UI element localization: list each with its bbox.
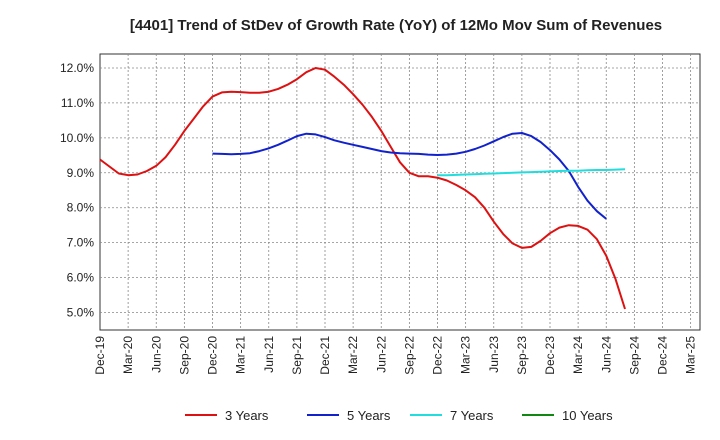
x-tick-label: Mar-22 [346, 336, 360, 374]
x-tick-label: Mar-20 [121, 336, 135, 374]
x-tick-label: Sep-22 [402, 336, 416, 375]
x-tick-label: Sep-20 [177, 336, 191, 375]
x-tick-label: Sep-24 [627, 336, 641, 375]
y-tick-label: 7.0% [67, 236, 95, 250]
x-tick-label: Jun-20 [149, 336, 163, 373]
x-tick-label: Dec-23 [543, 336, 557, 375]
chart-title: [4401] Trend of StDev of Growth Rate (Yo… [130, 17, 662, 34]
series-group [99, 67, 626, 310]
y-tick-label: 6.0% [67, 271, 95, 285]
x-tick-label: Mar-23 [459, 336, 473, 374]
x-tick-label: Dec-20 [206, 336, 220, 375]
y-tick-label: 9.0% [67, 166, 95, 180]
series-line-7-years [437, 168, 626, 177]
x-tick-label: Jun-22 [374, 336, 388, 373]
legend-label: 3 Years [225, 408, 269, 423]
x-tick-label: Sep-23 [515, 336, 529, 375]
y-tick-label: 5.0% [67, 306, 95, 320]
y-tick-label: 12.0% [60, 61, 94, 75]
x-tick-label: Jun-23 [487, 336, 501, 373]
legend-label: 5 Years [347, 408, 391, 423]
x-tick-label: Dec-21 [318, 336, 332, 375]
y-tick-label: 10.0% [60, 131, 94, 145]
x-tick-label: Dec-22 [431, 336, 445, 375]
series-line-5-years [212, 132, 607, 220]
legend-label: 7 Years [450, 408, 494, 423]
x-tick-label: Dec-19 [93, 336, 107, 375]
x-tick-label: Dec-24 [656, 336, 670, 375]
y-tick-label: 11.0% [61, 96, 94, 110]
legend-label: 10 Years [562, 408, 613, 423]
y-axis: 5.0% 6.0% 7.0% 8.0% 9.0% 10.0% 11.0% 12.0% [60, 61, 94, 320]
x-tick-label: Jun-21 [262, 336, 276, 373]
x-tick-label: Mar-24 [571, 336, 585, 374]
x-tick-label: Mar-21 [234, 336, 248, 374]
x-tick-label: Jun-24 [599, 336, 613, 373]
x-axis: Dec-19 Mar-20 Jun-20 Sep-20 Dec-20 Mar-21 Jun-… [93, 336, 698, 375]
plot-area [99, 53, 701, 331]
x-tick-label: Mar-25 [684, 336, 698, 374]
gridlines [100, 54, 700, 330]
y-tick-label: 8.0% [67, 201, 95, 215]
series-line-3-years [99, 67, 626, 310]
x-tick-label: Sep-21 [290, 336, 304, 375]
legend: 3 Years 5 Years 7 Years 10 Years [185, 408, 613, 423]
